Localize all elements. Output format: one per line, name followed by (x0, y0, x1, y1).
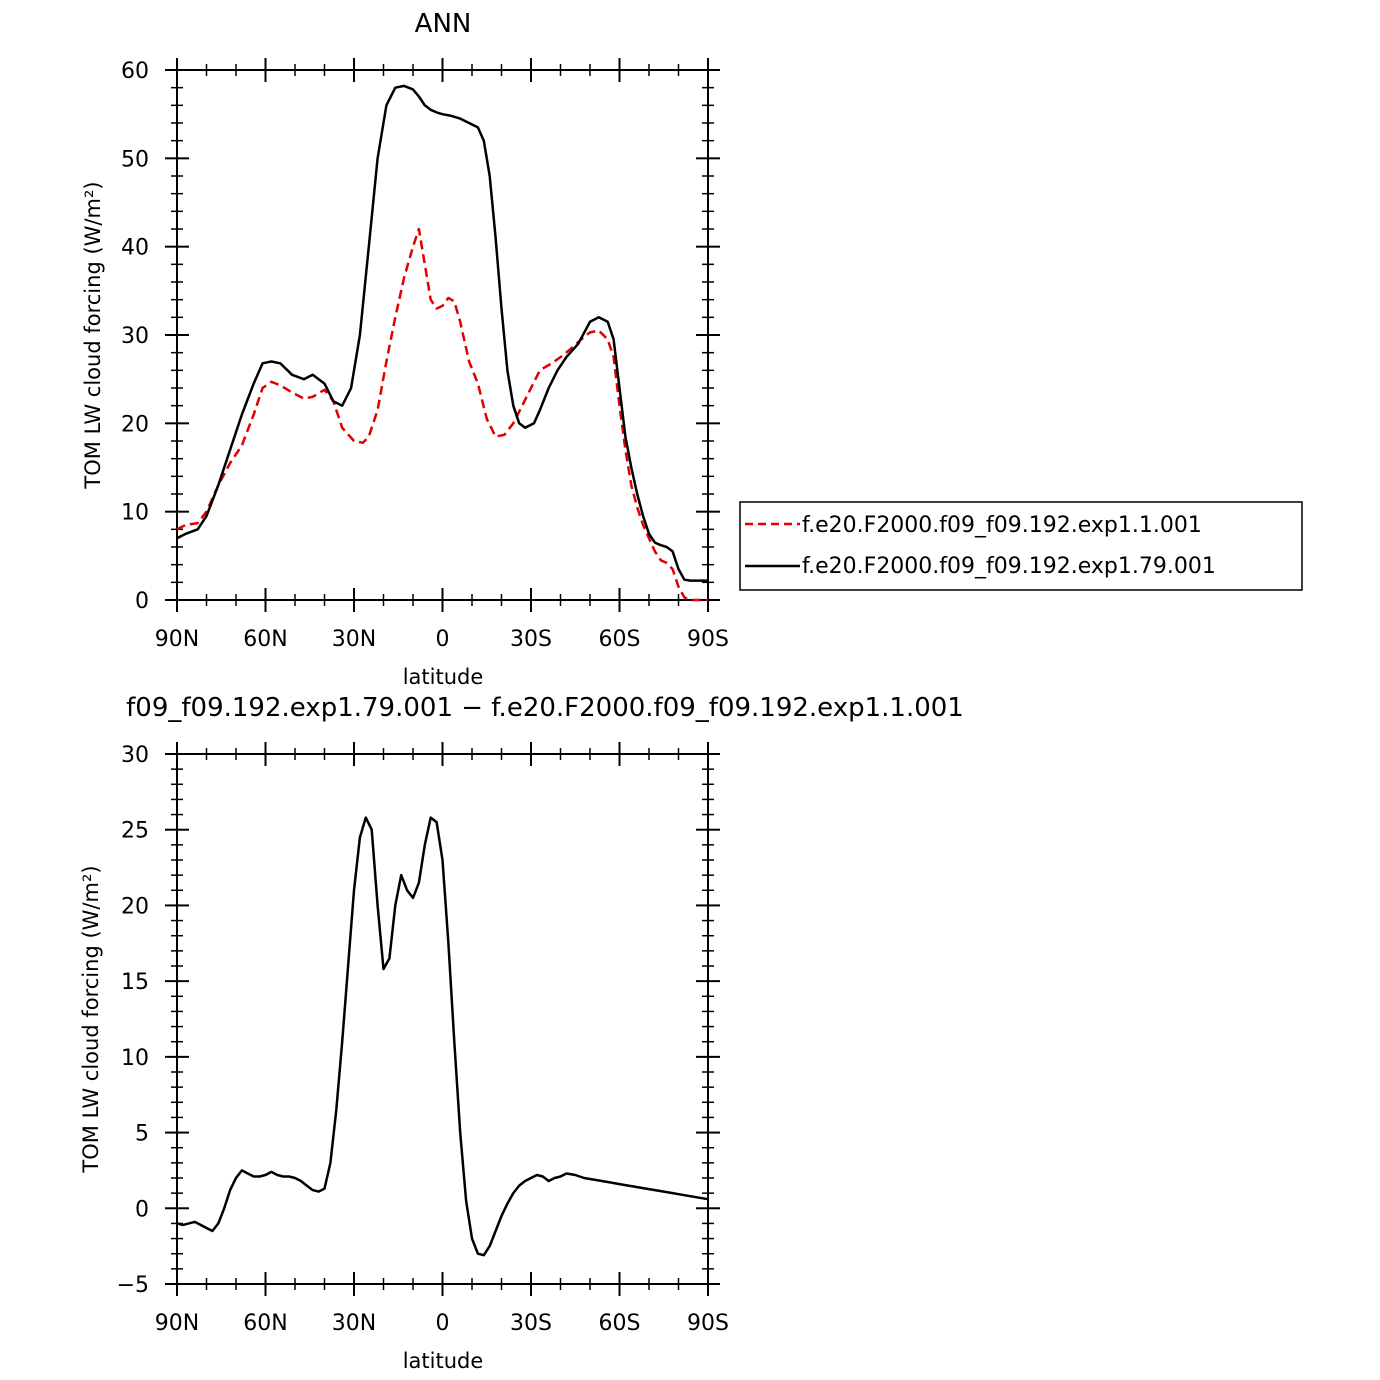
y-tick-label: 20 (121, 894, 149, 919)
top-y-tick-labels: 0 10 20 30 40 50 60 (121, 59, 149, 614)
series-line-1 (176, 816, 709, 1257)
x-tick-label: 90N (155, 627, 199, 652)
legend-box (739, 501, 1303, 591)
top-plot-frame (176, 69, 709, 601)
y-tick-label: −5 (117, 1273, 149, 1298)
y-tick-label: 5 (135, 1122, 149, 1147)
x-tick-label: 60N (243, 627, 287, 652)
y-tick-label: 15 (121, 970, 149, 995)
y-tick-label: 30 (121, 743, 149, 768)
top-y-axis-label: TOM LW cloud forcing (W/m²) (81, 181, 105, 489)
y-tick-label: 50 (121, 147, 149, 172)
x-tick-label: 60N (243, 1311, 287, 1336)
top-panel: ANN 90N 60N 30N 0 30S 60S 90S 0 10 20 30 40 50 60 la… (81, 9, 1303, 689)
y-tick-label: 0 (135, 1197, 149, 1222)
x-tick-label: 90S (687, 1311, 729, 1336)
y-tick-label: 0 (135, 589, 149, 614)
top-x-axis-label: latitude (403, 665, 484, 689)
x-tick-label: 30N (332, 1311, 376, 1336)
x-tick-label: 0 (436, 627, 450, 652)
x-tick-label: 60S (599, 1311, 641, 1336)
top-axis-ticks (165, 58, 720, 612)
y-tick-label: 30 (121, 324, 149, 349)
x-tick-label: 30S (510, 627, 552, 652)
y-tick-label: 10 (121, 501, 149, 526)
bottom-x-tick-labels: 90N 60N 30N 0 30S 60S 90S (155, 1311, 729, 1336)
series-line-1 (176, 227, 708, 602)
bottom-x-axis-label: latitude (403, 1349, 484, 1373)
x-tick-label: 60S (599, 627, 641, 652)
top-series-lines (176, 84, 708, 602)
bottom-y-axis-label: TOM LW cloud forcing (W/m²) (79, 865, 103, 1173)
series-line-2 (176, 84, 708, 582)
x-tick-label: 90N (155, 1311, 199, 1336)
legend: f.e20.F2000.f09_f09.192.exp1.1.001 f.e20… (739, 501, 1303, 591)
y-tick-label: 20 (121, 412, 149, 437)
y-tick-label: 40 (121, 236, 149, 261)
bottom-series-lines (176, 816, 709, 1257)
bottom-axis-ticks (165, 742, 720, 1296)
top-x-tick-labels: 90N 60N 30N 0 30S 60S 90S (155, 627, 729, 652)
bottom-panel: f09_f09.192.exp1.79.001 − f.e20.F2000.f0… (79, 693, 964, 1373)
bottom-plot-frame (176, 753, 709, 1285)
top-chart-title: ANN (415, 9, 472, 39)
x-tick-label: 30N (332, 627, 376, 652)
y-tick-label: 10 (121, 1046, 149, 1071)
x-tick-label: 0 (436, 1311, 450, 1336)
x-tick-label: 30S (510, 1311, 552, 1336)
y-tick-label: 25 (121, 819, 149, 844)
x-tick-label: 90S (687, 627, 729, 652)
bottom-y-tick-labels: −5 0 5 10 15 20 25 30 (117, 743, 149, 1298)
bottom-chart-title: f09_f09.192.exp1.79.001 − f.e20.F2000.f0… (126, 693, 964, 723)
y-tick-label: 60 (121, 59, 149, 84)
legend-label-2: f.e20.F2000.f09_f09.192.exp1.79.001 (802, 554, 1216, 579)
legend-label-1: f.e20.F2000.f09_f09.192.exp1.1.001 (802, 513, 1202, 538)
